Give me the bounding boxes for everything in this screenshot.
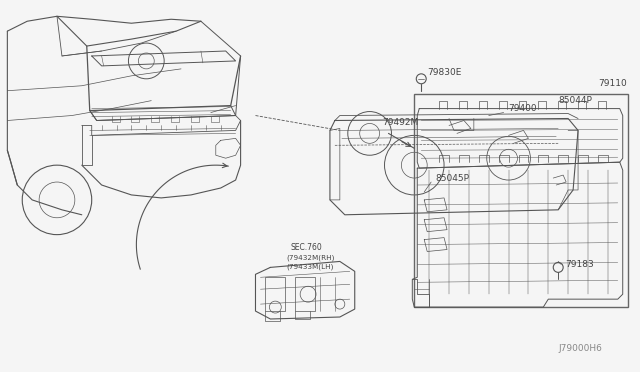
Text: 79492M: 79492M	[383, 118, 419, 127]
Text: 79400: 79400	[509, 104, 537, 113]
Text: 79110: 79110	[598, 79, 627, 88]
Bar	[266, 277, 285, 311]
Text: SEC.760: SEC.760	[290, 243, 322, 252]
Text: J79000H6: J79000H6	[558, 344, 602, 353]
Text: 85045P: 85045P	[435, 174, 469, 183]
Bar	[295, 277, 315, 311]
Text: 79830E: 79830E	[427, 68, 461, 77]
Text: 79183: 79183	[565, 260, 594, 269]
Text: 85044P: 85044P	[558, 96, 592, 105]
Text: (79432M(RH): (79432M(RH)	[286, 254, 335, 261]
Bar	[414, 94, 628, 307]
Text: (79433M(LH): (79433M(LH)	[286, 263, 333, 270]
